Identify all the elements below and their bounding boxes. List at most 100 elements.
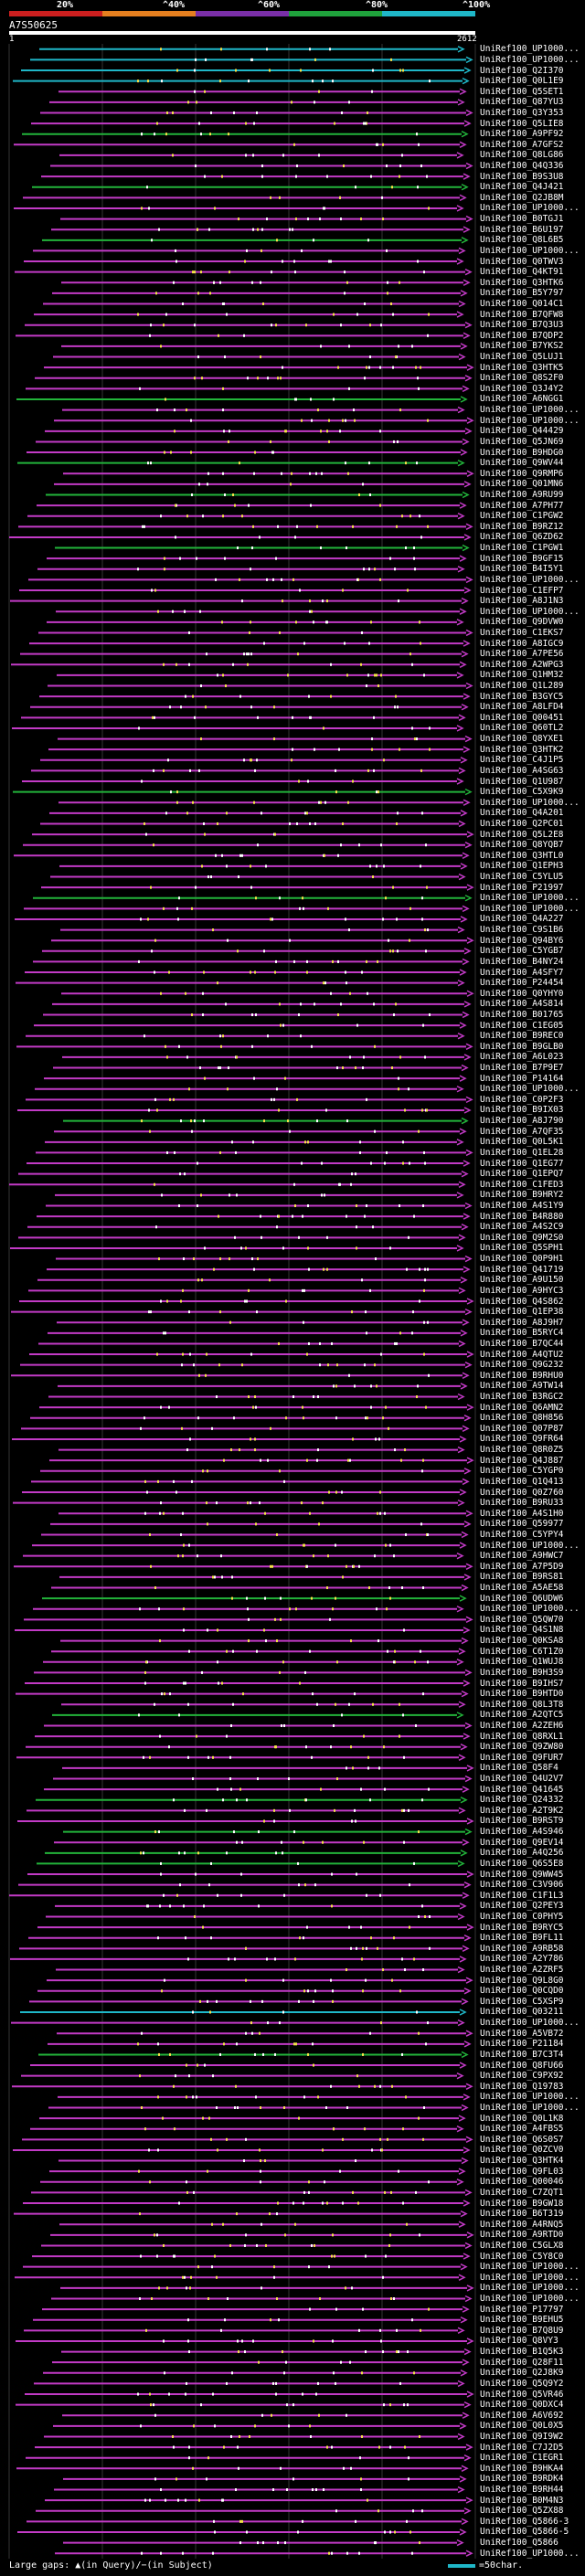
hit-label[interactable]: UniRef100_UP1000...	[480, 415, 580, 426]
hit-label[interactable]: UniRef100_B9FL11	[480, 1933, 564, 1944]
hit-label[interactable]: UniRef100_C5GLX8	[480, 2240, 564, 2251]
hit-label[interactable]: UniRef100_C7J2D5	[480, 2442, 564, 2453]
hit-label[interactable]: UniRef100_Q1EL28	[480, 1147, 564, 1158]
hit-label[interactable]: UniRef100_Q1U987	[480, 776, 564, 787]
hit-label[interactable]: UniRef100_Q6AMN2	[480, 1402, 564, 1413]
hit-label[interactable]: UniRef100_B9RHU0	[480, 1370, 564, 1381]
hit-label[interactable]: UniRef100_C3V906	[480, 1880, 564, 1891]
hit-label[interactable]: UniRef100_A6V692	[480, 2410, 564, 2421]
hit-label[interactable]: UniRef100_Q1HM32	[480, 670, 564, 681]
hit-label[interactable]: UniRef100_B5Y797	[480, 288, 564, 299]
hit-label[interactable]: UniRef100_B9HDG0	[480, 447, 564, 458]
hit-label[interactable]: UniRef100_C5XSP9	[480, 1996, 564, 2007]
hit-label[interactable]: UniRef100_C1PGW2	[480, 511, 564, 522]
hit-label[interactable]: UniRef100_A2WPG3	[480, 659, 564, 670]
hit-label[interactable]: UniRef100_Q0CQD0	[480, 1986, 564, 1997]
hit-label[interactable]: UniRef100_Q3HTK2	[480, 744, 564, 755]
hit-label[interactable]: UniRef100_Q1L289	[480, 681, 564, 691]
hit-label[interactable]: UniRef100_Q1Q413	[480, 1476, 564, 1487]
hit-label[interactable]: UniRef100_UP1000...	[480, 54, 580, 65]
hit-label[interactable]: UniRef100_B9HRY2	[480, 1190, 564, 1201]
hit-label[interactable]: UniRef100_Q4A201	[480, 808, 564, 819]
hit-label[interactable]: UniRef100_P14164	[480, 1073, 564, 1084]
hit-label[interactable]: UniRef100_Q5L2E8	[480, 829, 564, 840]
hit-label[interactable]: UniRef100_B4I5Y1	[480, 564, 564, 575]
hit-label[interactable]: UniRef100_B9H3S9	[480, 1667, 564, 1678]
hit-label[interactable]: UniRef100_A2QTC5	[480, 1710, 564, 1721]
hit-label[interactable]: UniRef100_C5X9K9	[480, 787, 564, 798]
hit-label[interactable]: UniRef100_Q87YU3	[480, 97, 564, 108]
hit-label[interactable]: UniRef100_Q24332	[480, 1795, 564, 1806]
hit-label[interactable]: UniRef100_UP1000...	[480, 606, 580, 617]
hit-label[interactable]: UniRef100_Q8L6B5	[480, 235, 564, 246]
hit-label[interactable]: UniRef100_A9U150	[480, 1275, 564, 1286]
hit-label[interactable]: UniRef100_Q01MN6	[480, 479, 564, 490]
hit-label[interactable]: UniRef100_B9RH44	[480, 2485, 564, 2496]
hit-label[interactable]: UniRef100_C1PGW1	[480, 543, 564, 554]
hit-label[interactable]: UniRef100_A8LFD4	[480, 702, 564, 713]
hit-label[interactable]: UniRef100_Q94BY6	[480, 935, 564, 946]
hit-label[interactable]: UniRef100_C1EG05	[480, 1020, 564, 1031]
hit-label[interactable]: UniRef100_Q5LIE8	[480, 118, 564, 129]
hit-label[interactable]: UniRef100_Q59977	[480, 1519, 564, 1530]
hit-label[interactable]: UniRef100_Q8YXE1	[480, 734, 564, 745]
hit-label[interactable]: UniRef100_B7QFW8	[480, 309, 564, 320]
hit-label[interactable]: UniRef100_Q5866-5	[480, 2527, 569, 2538]
hit-label[interactable]: UniRef100_A4S1Y9	[480, 1200, 564, 1211]
hit-label[interactable]: UniRef100_C0P2F3	[480, 1094, 564, 1105]
hit-label[interactable]: UniRef100_Q8S2F0	[480, 373, 564, 384]
hit-label[interactable]: UniRef100_Q2PEY3	[480, 1901, 564, 1912]
hit-label[interactable]: UniRef100_A7PE56	[480, 649, 564, 660]
hit-label[interactable]: UniRef100_Q9M2S0	[480, 1232, 564, 1243]
hit-label[interactable]: UniRef100_B7QC44	[480, 1338, 564, 1349]
hit-label[interactable]: UniRef100_C1EKS7	[480, 627, 564, 638]
hit-label[interactable]: UniRef100_Q00451	[480, 712, 564, 723]
hit-label[interactable]: UniRef100_B9RST9	[480, 1816, 564, 1827]
hit-label[interactable]: UniRef100_Q28F11	[480, 2357, 564, 2368]
hit-label[interactable]: UniRef100_UP1000...	[480, 2548, 580, 2559]
hit-label[interactable]: UniRef100_Q00046	[480, 2177, 564, 2188]
hit-label[interactable]: UniRef100_Q5VR46	[480, 2389, 564, 2400]
hit-label[interactable]: UniRef100_C5Y8C0	[480, 2251, 564, 2262]
hit-label[interactable]: UniRef100_A8J790	[480, 1116, 564, 1127]
hit-label[interactable]: UniRef100_Q9RMP6	[480, 468, 564, 479]
hit-label[interactable]: UniRef100_B4NY24	[480, 956, 564, 967]
hit-label[interactable]: UniRef100_Q9FR64	[480, 1434, 564, 1445]
hit-label[interactable]: UniRef100_P21997	[480, 882, 564, 893]
hit-label[interactable]: UniRef100_C5YPY4	[480, 1529, 564, 1540]
hit-label[interactable]: UniRef100_UP1000...	[480, 1604, 580, 1615]
hit-label[interactable]: UniRef100_A9TW14	[480, 1381, 564, 1392]
hit-label[interactable]: UniRef100_Q3HTK5	[480, 362, 564, 373]
hit-label[interactable]: UniRef100_A2Y786	[480, 1954, 564, 1965]
hit-label[interactable]: UniRef100_Q5SET1	[480, 86, 564, 97]
hit-label[interactable]: UniRef100_B9RYC5	[480, 1922, 564, 1933]
hit-label[interactable]: UniRef100_B9GLB0	[480, 1041, 564, 1052]
hit-label[interactable]: UniRef100_Q9FL03	[480, 2166, 564, 2177]
hit-label[interactable]: UniRef100_UP1000...	[480, 203, 580, 214]
hit-label[interactable]: UniRef100_A8J1N3	[480, 596, 564, 607]
hit-label[interactable]: UniRef100_C1EFP7	[480, 585, 564, 596]
hit-label[interactable]: UniRef100_C7ZQT1	[480, 2187, 564, 2198]
hit-label[interactable]: UniRef100_Q6S5E8	[480, 1858, 564, 1869]
hit-label[interactable]: UniRef100_B9HTD0	[480, 1689, 564, 1700]
hit-label[interactable]: UniRef100_A8IGC9	[480, 638, 564, 649]
hit-label[interactable]: UniRef100_Q1EP38	[480, 1307, 564, 1318]
hit-label[interactable]: UniRef100_Q3HTL0	[480, 850, 564, 861]
hit-label[interactable]: UniRef100_UP1000...	[480, 245, 580, 256]
hit-label[interactable]: UniRef100_B9REC0	[480, 1031, 564, 1042]
hit-label[interactable]: UniRef100_B0M4N3	[480, 2495, 564, 2506]
hit-label[interactable]: UniRef100_A9RU99	[480, 490, 564, 500]
hit-label[interactable]: UniRef100_Q3HTK4	[480, 2156, 564, 2167]
hit-label[interactable]: UniRef100_A9HYC3	[480, 1285, 564, 1296]
hit-label[interactable]: UniRef100_A4Q256	[480, 1848, 564, 1859]
hit-label[interactable]: UniRef100_A9HWC7	[480, 1551, 564, 1562]
hit-label[interactable]: UniRef100_A9RTD0	[480, 2230, 564, 2241]
hit-label[interactable]: UniRef100_Q5866	[480, 2538, 558, 2549]
hit-label[interactable]: UniRef100_UP1000...	[480, 797, 580, 808]
hit-label[interactable]: UniRef100_A7P5D9	[480, 1561, 564, 1572]
hit-label[interactable]: UniRef100_Q4J887	[480, 1455, 564, 1466]
hit-label[interactable]: UniRef100_Q4Q336	[480, 161, 564, 172]
hit-label[interactable]: UniRef100_B01765	[480, 1009, 564, 1020]
hit-label[interactable]: UniRef100_A7GFS2	[480, 139, 564, 150]
hit-label[interactable]: UniRef100_Q8LG86	[480, 150, 564, 161]
